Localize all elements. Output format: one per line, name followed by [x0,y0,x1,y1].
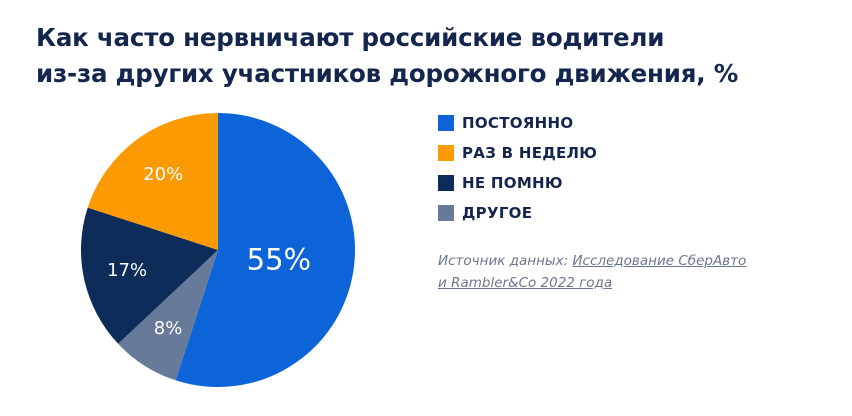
source-link-continued[interactable]: и Rambler&Co 2022 года [438,275,613,291]
legend-swatch-drugoe [438,205,454,221]
chart-title-line-2: из-за других участников дорожного движен… [36,59,739,88]
source-line-1: Источник данных: Исследование СберАвто [438,250,746,272]
legend-item-drugoe[interactable]: ДРУГОЕ [438,202,597,224]
legend-swatch-postoyanno [438,115,454,131]
pie-slice-postoyanno [175,113,356,388]
legend-swatch-ne-pomnyu [438,175,454,191]
legend-item-raz-v-nedelyu[interactable]: РАЗ В НЕДЕЛЮ [438,142,597,164]
source-line-2: и Rambler&Co 2022 года [438,272,746,294]
chart-title: Как часто нервничают российские водители… [36,20,816,92]
source-prefix: Источник данных: [438,253,573,269]
pie-label-drugoe: 8% [154,318,183,339]
pie-label-raz-v-nedelyu: 20% [143,164,183,185]
legend-label-raz-v-nedelyu: РАЗ В НЕДЕЛЮ [462,144,598,162]
pie-slice-raz-v-nedelyu [87,113,218,250]
legend-label-ne-pomnyu: НЕ ПОМНЮ [462,174,563,192]
legend-swatch-raz-v-nedelyu [438,145,454,161]
legend-label-drugoe: ДРУГОЕ [462,204,533,222]
data-source-note: Источник данных: Исследование СберАвто и… [438,250,746,294]
pie-label-postoyanno: 55% [247,243,311,277]
pie-label-ne-pomnyu: 17% [107,260,147,281]
legend: ПОСТОЯННО РАЗ В НЕДЕЛЮ НЕ ПОМНЮ ДРУГОЕ [438,112,597,232]
legend-item-postoyanno[interactable]: ПОСТОЯННО [438,112,597,134]
legend-item-ne-pomnyu[interactable]: НЕ ПОМНЮ [438,172,597,194]
pie-slice-drugoe [118,250,218,381]
pie-slice-ne-pomnyu [81,207,219,344]
legend-label-postoyanno: ПОСТОЯННО [462,114,574,132]
source-link[interactable]: Исследование СберАвто [572,253,747,269]
chart-title-line-1: Как часто нервничают российские водители [36,23,665,52]
